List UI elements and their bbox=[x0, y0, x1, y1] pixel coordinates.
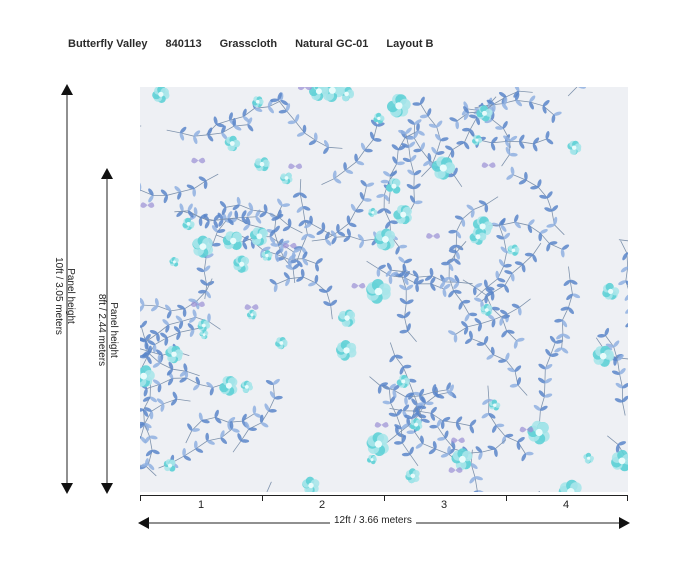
width-label: 12ft / 3.66 meters bbox=[330, 515, 416, 526]
title-bar: Butterfly Valley 840113 Grasscloth Natur… bbox=[68, 38, 451, 50]
layout-name: Layout B bbox=[386, 38, 434, 50]
panel-tick bbox=[262, 495, 263, 501]
panel-number-1: 1 bbox=[197, 499, 205, 511]
sku-number: 840113 bbox=[165, 38, 202, 50]
outer-height-arrow bbox=[61, 84, 73, 494]
panel-tick bbox=[627, 495, 628, 501]
inner-height-arrow bbox=[101, 168, 113, 494]
outer-height-label: Panel height 10ft / 3.05 meters bbox=[53, 257, 76, 335]
panel-number-4: 4 bbox=[562, 499, 570, 511]
material-name: Grasscloth bbox=[219, 38, 278, 50]
panel-number-2: 2 bbox=[318, 499, 326, 511]
panel-number-3: 3 bbox=[440, 499, 448, 511]
floral-pattern bbox=[140, 87, 628, 492]
pattern-name: Butterfly Valley bbox=[68, 38, 148, 50]
inner-height-label: Panel height 8ft / 2.44 meters bbox=[96, 293, 119, 367]
panel-tick bbox=[140, 495, 141, 501]
panel-baseline bbox=[140, 495, 628, 496]
panel-tick bbox=[384, 495, 385, 501]
color-name: Natural GC-01 bbox=[295, 38, 369, 50]
wallpaper-preview bbox=[140, 87, 628, 492]
panel-tick bbox=[506, 495, 507, 501]
